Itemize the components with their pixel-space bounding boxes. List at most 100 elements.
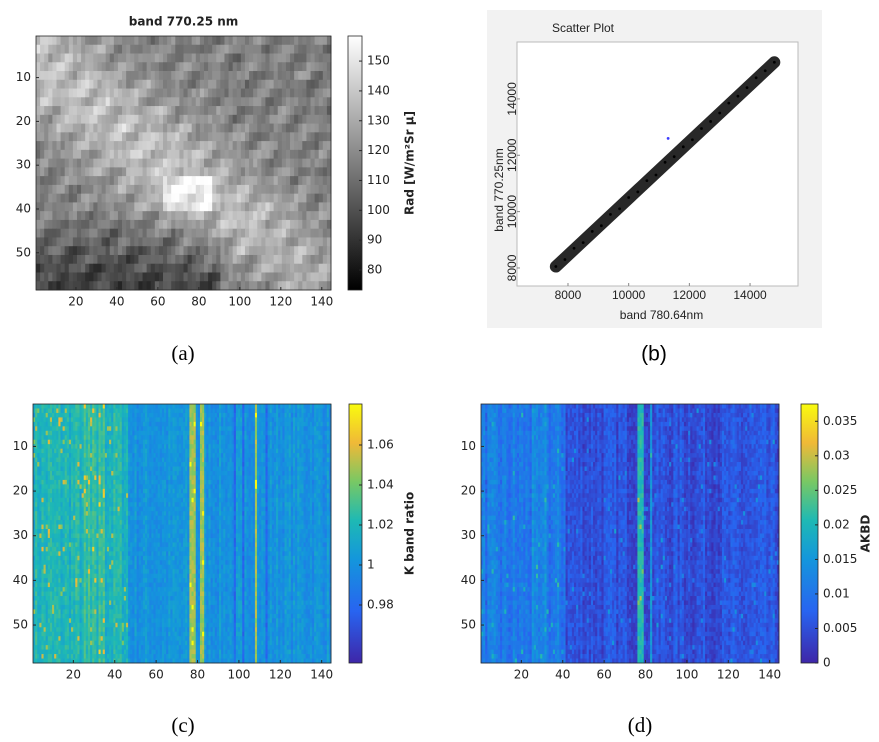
pixel [196,255,201,264]
pixel [233,281,238,290]
pixel [69,89,74,98]
pixel [122,264,127,273]
pixel [56,281,61,290]
pixel [192,36,197,45]
pixel [278,80,283,89]
pixel [97,237,102,246]
pixel [286,62,291,71]
pixel [81,124,86,133]
pixel [311,255,316,264]
pixel [257,211,262,220]
pixel [97,194,102,203]
pixel [126,141,131,150]
pixel [44,264,49,273]
pixel [134,229,139,238]
pixel [48,185,53,194]
pixel [323,132,328,141]
pixel [184,159,189,168]
pixel [188,54,193,63]
pixel [265,167,270,176]
pixel [249,264,254,273]
pixel [93,264,98,273]
pixel [36,272,41,281]
pixel [93,255,98,264]
pixel [143,106,148,115]
pixel [224,71,229,80]
pixel [253,229,258,238]
pixel [315,202,320,211]
pixel [134,106,139,115]
pixel [48,71,53,80]
pixel [216,115,221,124]
pixel [163,62,168,71]
pixel [175,202,180,211]
pixel [220,62,225,71]
pixel [261,132,266,141]
pixel [282,36,287,45]
pixel [77,167,82,176]
pixel [290,159,295,168]
pixel [171,80,176,89]
pixel [155,150,160,159]
pixel [106,141,111,150]
pixel [110,124,115,133]
pixel [114,255,119,264]
pixel [61,97,66,106]
pixel [85,255,90,264]
pixel [229,211,234,220]
pixel [306,167,311,176]
pixel [204,272,209,281]
pixel [233,141,238,150]
pixel [56,89,61,98]
pixel [48,124,53,133]
pixel [44,71,49,80]
pixel [188,176,193,185]
pixel [192,202,197,211]
pixel [61,150,66,159]
pixel [151,124,156,133]
pixel [241,202,246,211]
pixel [143,255,148,264]
pixel [220,246,225,255]
pixel [97,62,102,71]
pixel [302,80,307,89]
pixel [151,80,156,89]
pixel [224,36,229,45]
pixel [179,272,184,281]
pixel [216,194,221,203]
pixel [134,54,139,63]
pixel [97,80,102,89]
x-tick-label: 12000 [673,288,707,302]
pixel [110,194,115,203]
pixel [233,237,238,246]
pixel [274,141,279,150]
pixel [155,264,160,273]
scatter-point [564,258,567,261]
pixel [143,62,148,71]
pixel [265,106,270,115]
pixel [196,185,201,194]
pixel [126,264,131,273]
scatter-point [773,61,776,64]
pixel [290,80,295,89]
pixel [216,71,221,80]
pixel [159,150,164,159]
pixel [192,115,197,124]
pixel [294,194,299,203]
panel: 2040608010012014010203040500.9811.021.04… [13,404,417,737]
pixel [233,176,238,185]
pixel [220,272,225,281]
pixel [290,255,295,264]
pixel [323,202,328,211]
y-tick-label: 50 [16,245,31,259]
pixel [224,237,229,246]
pixel [114,167,119,176]
pixel [89,255,94,264]
pixel [89,167,94,176]
pixel [56,62,61,71]
pixel [130,80,135,89]
pixel [65,106,70,115]
pixel [36,202,41,211]
pixel [196,264,201,273]
pixel [208,115,213,124]
